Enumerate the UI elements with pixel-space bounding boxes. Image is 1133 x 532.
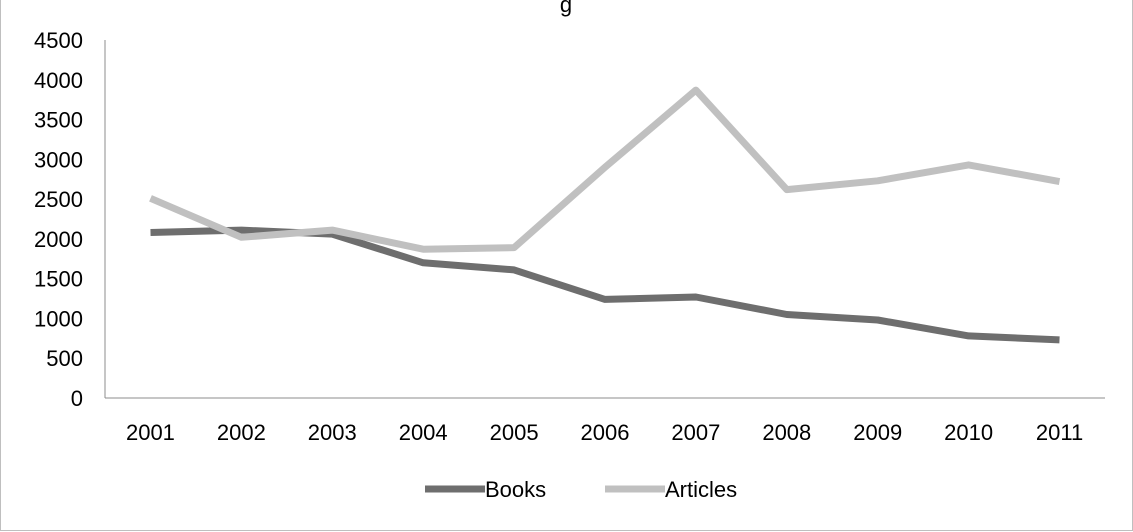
x-tick-label: 2009 xyxy=(853,420,902,445)
y-tick-label: 2000 xyxy=(34,227,83,252)
y-tick-label: 0 xyxy=(71,386,83,411)
x-tick-label: 2008 xyxy=(762,420,811,445)
x-tick-label: 2004 xyxy=(399,420,448,445)
y-tick-labels: 0 500 1000 1500 2000 2500 3000 3500 4000 4500 xyxy=(34,28,83,411)
x-tick-label: 2006 xyxy=(581,420,630,445)
chart-title: g xyxy=(560,0,572,17)
x-tick-label: 2001 xyxy=(126,420,175,445)
y-tick-label: 3500 xyxy=(34,108,83,133)
x-tick-labels: 2001 2002 2003 2004 2005 2006 2007 2008 2009 2010… xyxy=(126,420,1083,445)
legend-label-books: Books xyxy=(485,477,546,502)
y-tick-label: 3000 xyxy=(34,147,83,172)
series-line-articles xyxy=(149,86,1061,253)
legend-label-articles: Articles xyxy=(665,477,737,502)
x-tick-label: 2007 xyxy=(671,420,720,445)
x-tick-label: 2010 xyxy=(944,420,993,445)
x-tick-label: 2002 xyxy=(217,420,266,445)
x-tick-label: 2011 xyxy=(1036,420,1083,445)
y-tick-label: 1500 xyxy=(34,267,83,292)
x-tick-label: 2005 xyxy=(490,420,539,445)
series-line-books xyxy=(150,226,1060,344)
y-tick-label: 4000 xyxy=(34,68,83,93)
y-tick-label: 4500 xyxy=(34,28,83,53)
legend: Books Articles xyxy=(425,477,737,502)
y-tick-label: 1000 xyxy=(34,306,83,331)
x-tick-label: 2003 xyxy=(308,420,357,445)
series-lines xyxy=(149,86,1061,344)
y-tick-label: 2500 xyxy=(34,187,83,212)
y-tick-label: 500 xyxy=(46,346,83,371)
